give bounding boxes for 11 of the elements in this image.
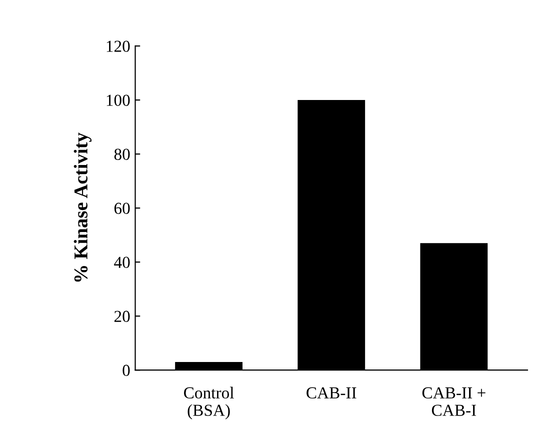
- x-tick-label: CAB-II + CAB-I: [422, 387, 486, 416]
- y-tick-label: 60: [114, 202, 130, 214]
- y-tick-label: 100: [106, 94, 130, 106]
- x-tick-label: Control (BSA): [184, 386, 234, 420]
- y-tick-label: 0: [122, 364, 130, 376]
- y-tick-label: 80: [114, 148, 130, 160]
- x-tick-label: CAB-II: [306, 387, 356, 399]
- y-tick-label: 20: [114, 310, 130, 322]
- y-tick-label: 120: [106, 40, 130, 52]
- y-axis-title: % Kinase Activity: [74, 132, 92, 282]
- y-tick-label: 40: [114, 256, 130, 268]
